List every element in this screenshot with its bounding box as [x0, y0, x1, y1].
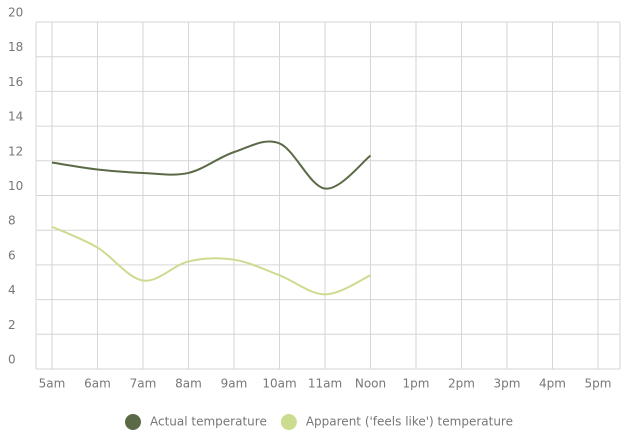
legend-swatch — [280, 414, 297, 430]
y-tick-label: 2 — [8, 318, 16, 332]
y-tick-label: 0 — [8, 353, 16, 367]
y-tick-label: 8 — [8, 214, 16, 228]
legend-label: Apparent ('feels like') temperature — [306, 415, 513, 429]
legend-label: Actual temperature — [150, 415, 267, 429]
x-tick-label: 11am — [308, 377, 342, 391]
x-tick-label: 3pm — [494, 377, 521, 391]
y-tick-label: 10 — [8, 179, 23, 193]
legend-swatch — [125, 414, 141, 430]
x-tick-label: 7am — [130, 377, 157, 391]
x-tick-label: 5am — [39, 377, 66, 391]
y-tick-label: 16 — [8, 75, 23, 89]
x-tick-label: 2pm — [448, 377, 475, 391]
series-line — [51, 140, 372, 190]
series-line — [51, 225, 371, 296]
x-tick-label: 6am — [84, 377, 111, 391]
x-tick-label: 4pm — [539, 377, 566, 391]
y-tick-label: 4 — [8, 283, 16, 297]
y-tick-label: 20 — [8, 6, 23, 20]
x-tick-label: 10am — [262, 377, 296, 391]
x-tick-label: 5pm — [585, 377, 612, 391]
x-tick-label: 9am — [221, 377, 248, 391]
y-tick-label: 18 — [8, 40, 23, 54]
x-tick-label: 1pm — [403, 377, 430, 391]
y-tick-label: 14 — [8, 110, 23, 124]
x-tick-label: 8am — [175, 377, 202, 391]
y-tick-label: 12 — [8, 144, 23, 158]
y-tick-label: 6 — [8, 248, 16, 262]
x-tick-label: Noon — [355, 377, 386, 391]
